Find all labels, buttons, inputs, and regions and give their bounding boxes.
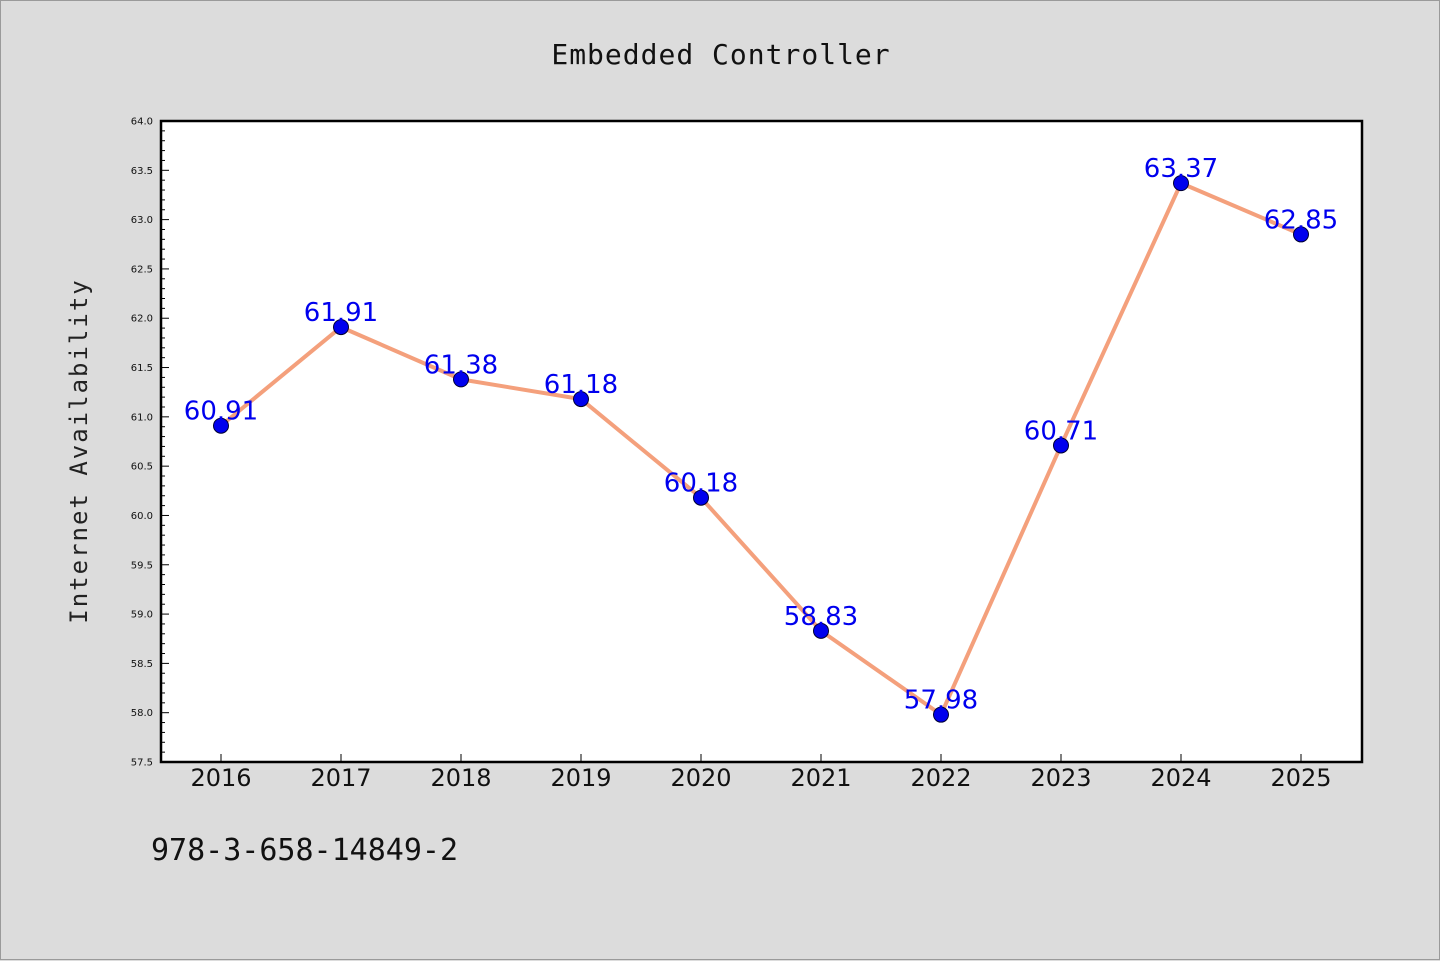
series-line [219, 181, 1302, 717]
x-tick-label: 2020 [670, 764, 731, 792]
x-tick-label: 2024 [1150, 764, 1211, 792]
data-point [333, 319, 349, 336]
data-label: 62.85 [1264, 205, 1338, 235]
data-label: 61.91 [304, 298, 378, 328]
y-axis-label: Internet Availability [65, 278, 93, 623]
y-tick-label: 62.0 [131, 314, 153, 325]
data-point [813, 622, 829, 639]
data-point [1173, 175, 1189, 192]
x-tick-label: 2017 [310, 764, 371, 792]
data-point [933, 706, 949, 723]
x-tick-label: 2022 [910, 764, 971, 792]
data-point [453, 371, 469, 388]
data-label: 61.38 [424, 350, 498, 380]
data-point [693, 489, 709, 506]
y-tick-label: 61.5 [131, 363, 153, 374]
data-label: 58.83 [784, 602, 858, 632]
y-tick-label: 59.0 [131, 610, 153, 621]
y-tick-label: 60.5 [131, 462, 153, 473]
x-tick-label: 2019 [550, 764, 611, 792]
data-point [1053, 437, 1069, 454]
x-tick-label: 2018 [430, 764, 491, 792]
data-point [213, 417, 229, 434]
x-tick-label: 2016 [190, 764, 251, 792]
y-tick-label: 63.5 [131, 166, 153, 177]
y-axis: 57.5 58.0 58.5 59.0 59.5 60.0 60.5 61.0 61.5 62.0… [131, 117, 169, 769]
data-label: 60.91 [184, 397, 258, 427]
data-label: 61.18 [544, 370, 618, 400]
y-tick-label: 60.0 [131, 511, 153, 522]
y-tick-label: 58.0 [131, 708, 153, 719]
chart-title: Embedded Controller [551, 38, 890, 71]
x-axis: 2016 2017 2018 2019 2020 2021 2022 2023 2024 2025 [190, 754, 1332, 792]
y-tick-label: 61.0 [131, 412, 153, 423]
x-tick-label: 2023 [1030, 764, 1091, 792]
y-tick-label: 58.5 [131, 659, 153, 670]
y-tick-label: 57.5 [131, 758, 153, 769]
data-label: 60.71 [1024, 416, 1098, 446]
data-point [1293, 226, 1309, 243]
x-tick-label: 2025 [1270, 764, 1331, 792]
series [213, 175, 1309, 723]
isbn-text: 978-3-658-14849-2 [151, 833, 459, 868]
y-tick-label: 63.0 [131, 215, 153, 226]
data-labels: 60.91 61.91 61.38 61.18 60.18 58.83 57.98 60.71… [184, 154, 1338, 716]
x-tick-label: 2021 [790, 764, 851, 792]
y-tick-label: 64.0 [131, 117, 153, 128]
y-tick-label: 59.5 [131, 560, 153, 571]
data-label: 63.37 [1144, 154, 1218, 184]
data-point [573, 391, 589, 408]
data-label: 60.18 [664, 469, 738, 499]
plot-area [159, 119, 1364, 764]
data-label: 57.98 [904, 686, 978, 716]
y-tick-label: 62.5 [131, 264, 153, 275]
